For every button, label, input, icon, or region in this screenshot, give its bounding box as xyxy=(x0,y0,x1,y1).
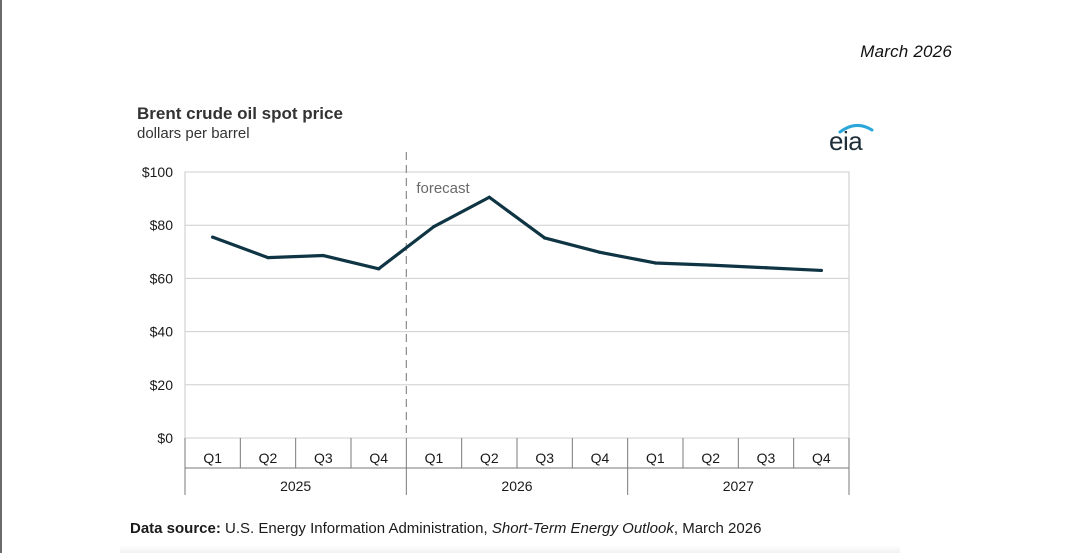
x-tick-label: Q1 xyxy=(203,450,222,466)
x-tick-label: Q1 xyxy=(646,450,665,466)
data-point xyxy=(321,253,325,258)
x-tick-label: Q2 xyxy=(259,450,278,466)
data-point xyxy=(432,224,436,229)
y-tick-label: $100 xyxy=(142,164,173,180)
data-point xyxy=(709,263,713,267)
x-tick-label: Q2 xyxy=(480,450,499,466)
x-tick-label: Q1 xyxy=(425,450,444,466)
data-source-label: Data source: xyxy=(130,520,221,537)
plot-frame xyxy=(184,171,850,439)
x-tick-label: Q2 xyxy=(701,450,720,466)
data-point xyxy=(543,236,547,240)
y-tick-label: $0 xyxy=(157,430,173,446)
eia-logo-text: eia xyxy=(829,126,863,156)
data-point xyxy=(266,256,270,260)
data-point xyxy=(819,268,823,273)
x-tick-label: Q3 xyxy=(757,450,776,466)
y-tick-label: $60 xyxy=(150,270,174,286)
data-source-date: , March 2026 xyxy=(673,520,762,537)
data-source: Data source: U.S. Energy Information Adm… xyxy=(130,520,761,537)
year-label: 2025 xyxy=(280,478,311,494)
bottom-fade xyxy=(120,545,900,553)
data-point xyxy=(598,250,602,254)
x-tick-label: Q3 xyxy=(314,450,333,466)
data-point xyxy=(764,266,768,270)
x-tick-label: Q4 xyxy=(369,450,388,466)
report-date: March 2026 xyxy=(860,42,952,61)
y-tick-label: $40 xyxy=(150,324,174,340)
data-source-agency: U.S. Energy Information Administration, xyxy=(225,520,488,537)
x-tick-label: Q4 xyxy=(812,450,831,466)
forecast-label: forecast xyxy=(416,180,470,197)
chart-subtitle: dollars per barrel xyxy=(137,125,250,142)
x-tick-label: Q4 xyxy=(591,450,610,466)
eia-logo-icon xyxy=(838,124,874,134)
x-tick-label: Q3 xyxy=(535,450,554,466)
y-tick-label: $80 xyxy=(150,217,174,233)
data-source-report: Short-Term Energy Outlook xyxy=(491,520,674,537)
chart-title: Brent crude oil spot price xyxy=(137,104,343,123)
data-point xyxy=(653,261,657,265)
y-tick-label: $20 xyxy=(150,377,174,393)
data-point xyxy=(211,235,215,239)
year-label: 2027 xyxy=(723,478,754,494)
data-point xyxy=(487,195,491,199)
data-point xyxy=(377,267,381,271)
series-line xyxy=(211,195,823,273)
window-edge xyxy=(0,0,2,553)
year-label: 2026 xyxy=(501,478,532,494)
